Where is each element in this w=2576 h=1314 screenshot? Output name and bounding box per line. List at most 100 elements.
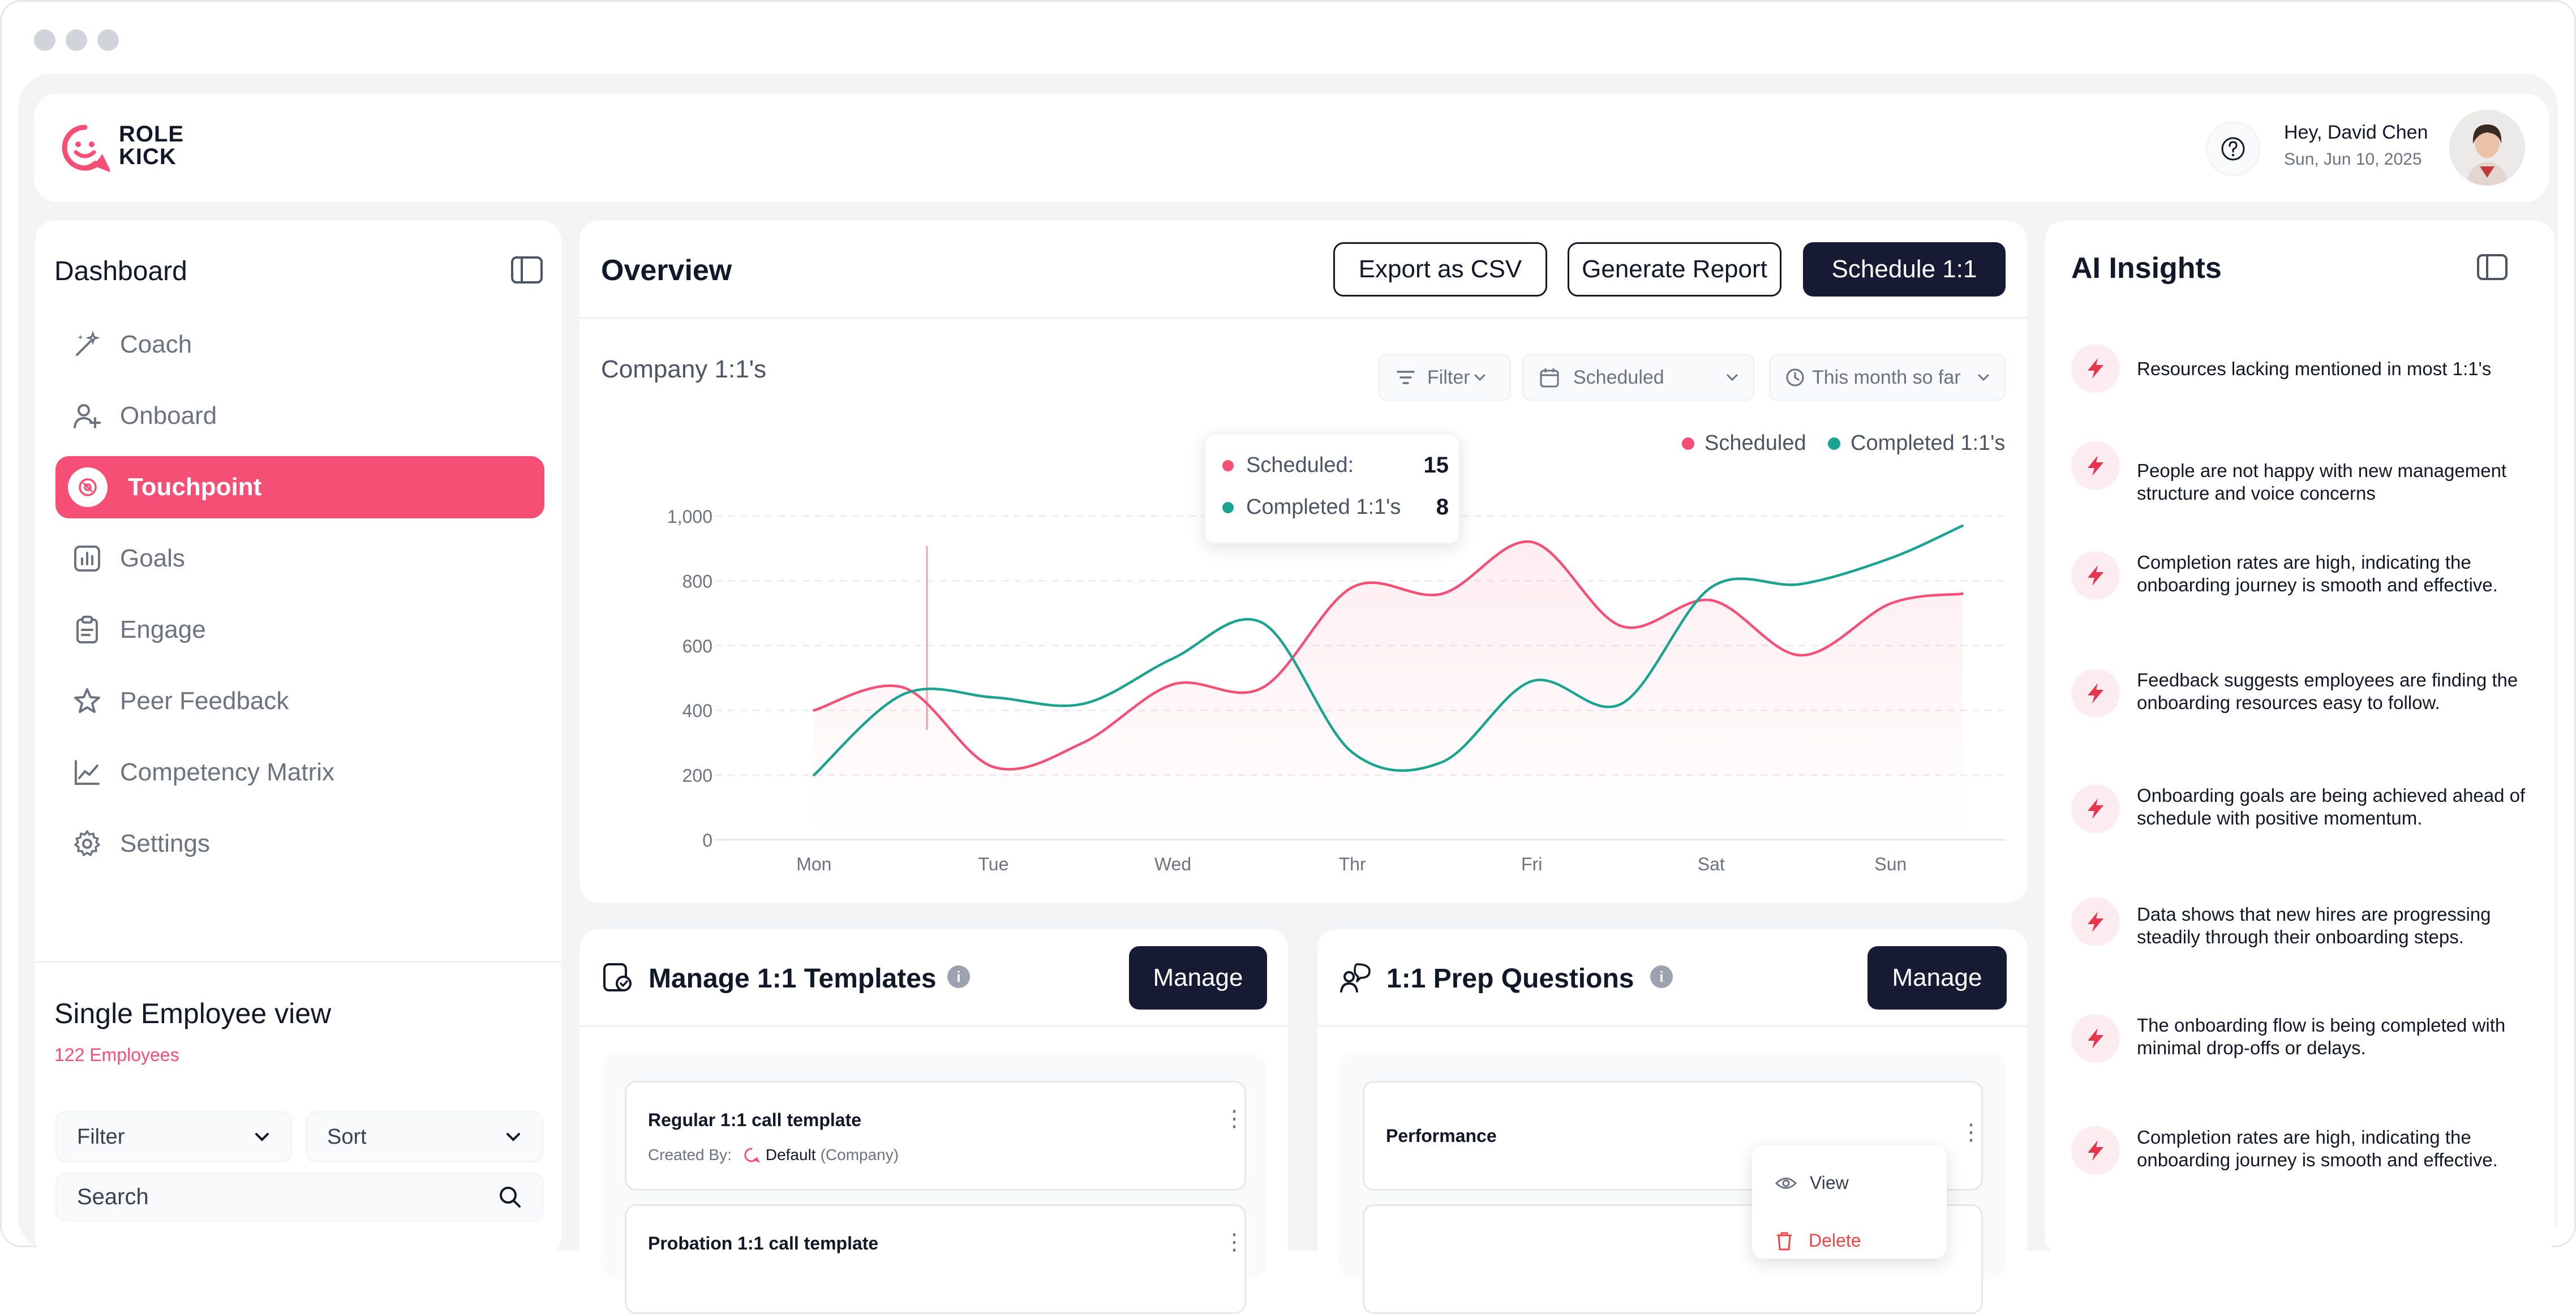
employee-sort-select[interactable]: Sort — [306, 1111, 543, 1162]
sidebar-item-label: Engage — [120, 616, 206, 643]
prep-question-name: Performance — [1386, 1126, 1497, 1146]
y-tick-label: 200 — [682, 766, 712, 786]
sidebar-item-goals[interactable]: Goals — [55, 527, 544, 590]
schedule-button[interactable]: Schedule 1:1 — [1803, 242, 2006, 297]
info-icon[interactable]: i — [947, 965, 970, 988]
templates-manage-button[interactable]: Manage — [1129, 946, 1267, 1010]
tooltip-dot-completed — [1222, 501, 1234, 513]
x-tick-label: Mon — [796, 854, 831, 874]
sidebar-item-touchpoint[interactable]: Touchpoint — [55, 456, 544, 518]
series-line-0 — [813, 540, 1964, 771]
window-maximize-dot[interactable] — [97, 29, 119, 51]
overview-card: Overview Export as CSV Generate Report S… — [579, 221, 2027, 903]
y-tick-label: 400 — [682, 701, 712, 721]
lightning-icon — [2071, 1126, 2120, 1175]
current-date: Sun, Jun 10, 2025 — [2284, 150, 2422, 169]
template-meta: Created By: Default (Company) — [648, 1146, 899, 1164]
item-context-menu: View Delete — [1752, 1145, 1947, 1259]
window-close-dot[interactable] — [34, 29, 55, 51]
lightning-icon — [2071, 669, 2120, 718]
eye-icon — [1775, 1177, 1797, 1189]
avatar[interactable] — [2449, 110, 2525, 186]
help-button[interactable] — [2206, 122, 2260, 176]
chevron-down-icon — [506, 1133, 520, 1141]
employee-filter-select[interactable]: Filter — [55, 1111, 292, 1162]
prep-divider — [1317, 1025, 2027, 1027]
lightning-icon — [2071, 551, 2120, 600]
insight-text: Resources lacking mentioned in most 1:1'… — [2137, 358, 2492, 379]
tooltip-completed-label: Completed 1:1's — [1246, 495, 1401, 519]
status-select-value: Scheduled — [1573, 366, 1664, 388]
line-chart-icon — [71, 757, 103, 788]
x-tick-label: Thr — [1339, 854, 1366, 874]
chart-tooltip: Scheduled: 15 Completed 1:1's 8 — [1204, 433, 1460, 544]
user-plus-icon — [71, 400, 103, 432]
sidebar-divider — [35, 961, 561, 963]
menu-delete-option[interactable]: Delete — [1775, 1230, 1861, 1251]
calendar-icon — [1540, 368, 1559, 388]
status-select[interactable]: Scheduled — [1522, 354, 1754, 401]
more-options-icon[interactable]: ⋮ — [1960, 1120, 1982, 1145]
sidebar-item-onboard[interactable]: Onboard — [55, 385, 544, 447]
target-icon — [68, 467, 108, 507]
window-minimize-dot[interactable] — [66, 29, 87, 51]
panel-toggle-icon[interactable] — [2476, 254, 2508, 281]
sidebar-item-label: Settings — [120, 830, 210, 857]
sidebar-item-engage[interactable]: Engage — [55, 599, 544, 661]
panel-toggle-icon — [511, 256, 543, 284]
line-chart: 0 200 400 600 800 1,000 Mon Tue Wed Thr Fri Sat Sun — [667, 506, 2006, 874]
legend-scheduled: Scheduled — [1682, 431, 1806, 456]
sidebar-item-label: Coach — [120, 330, 192, 358]
sidebar-item-label: Touchpoint — [128, 473, 262, 501]
menu-view-option[interactable]: View — [1775, 1173, 1849, 1193]
x-tick-label: Fri — [1521, 854, 1542, 874]
overview-divider — [579, 317, 2027, 319]
filter-select-label: Filter — [77, 1124, 125, 1149]
tooltip-dot-scheduled — [1222, 460, 1234, 471]
top-header: ROLE KICK Hey, David Chen Sun, Jun 10, 2… — [34, 93, 2549, 202]
sidebar-toggle-button[interactable] — [510, 256, 543, 284]
template-item[interactable]: Regular 1:1 call template Created By: De… — [625, 1081, 1246, 1191]
sidebar-item-label: Onboard — [120, 402, 217, 430]
chevron-down-icon — [1727, 374, 1738, 381]
sidebar-item-coach[interactable]: Coach — [55, 314, 544, 376]
employee-count: 122 Employees — [54, 1045, 179, 1065]
search-placeholder: Search — [77, 1184, 149, 1209]
export-csv-button[interactable]: Export as CSV — [1333, 242, 1547, 297]
lightning-icon — [2071, 344, 2120, 393]
sidebar-item-settings[interactable]: Settings — [55, 813, 544, 875]
sidebar-item-peer-feedback[interactable]: Peer Feedback — [55, 670, 544, 732]
more-options-icon[interactable]: ⋮ — [1223, 1106, 1246, 1131]
chevron-down-icon — [255, 1133, 269, 1141]
tooltip-row-scheduled: Scheduled: 15 — [1222, 453, 1449, 478]
insight-text: Completion rates are high, indicating th… — [2137, 1127, 2498, 1170]
ai-insights-title: AI Insights — [2071, 252, 2222, 285]
insight-text: Onboarding goals are being achieved ahea… — [2137, 785, 2526, 828]
templates-divider — [579, 1025, 1288, 1027]
generate-report-button[interactable]: Generate Report — [1568, 242, 1781, 297]
employee-search-input[interactable]: Search — [55, 1173, 543, 1221]
insight-text: People are not happy with new management… — [2137, 460, 2507, 504]
insight-text: Feedback suggests employees are finding … — [2137, 669, 2518, 713]
insight-text: Completion rates are high, indicating th… — [2137, 552, 2498, 595]
chart-filter-button[interactable]: Filter — [1379, 354, 1511, 401]
templates-title: Manage 1:1 Templates — [649, 964, 937, 994]
insight-text: The onboarding flow is being completed w… — [2137, 1015, 2506, 1058]
trash-icon — [1777, 1232, 1792, 1250]
sidebar-item-competency-matrix[interactable]: Competency Matrix — [55, 741, 544, 804]
legend-dot-scheduled — [1682, 437, 1694, 450]
legend-completed: Completed 1:1's — [1828, 431, 2005, 456]
ai-insights-panel: AI Insights Resources lacking mentioned … — [2045, 221, 2554, 1256]
prep-questions-title: 1:1 Prep Questions — [1386, 964, 1634, 994]
tooltip-row-completed: Completed 1:1's 8 — [1222, 495, 1449, 519]
info-icon[interactable]: i — [1650, 965, 1673, 988]
sidebar: Dashboard Coach Onboard Touchpoint Goals — [35, 221, 561, 1256]
prep-manage-button[interactable]: Manage — [1867, 946, 2007, 1010]
insight-text: Data shows that new hires are progressin… — [2137, 904, 2491, 947]
sidebar-item-label: Competency Matrix — [120, 758, 335, 786]
more-options-icon[interactable]: ⋮ — [1223, 1230, 1246, 1255]
magic-wand-icon — [71, 329, 103, 360]
template-item[interactable]: Probation 1:1 call template ⋮ — [625, 1204, 1246, 1314]
rolekick-logo-icon — [744, 1148, 760, 1163]
period-select[interactable]: This month so far — [1769, 354, 2006, 401]
